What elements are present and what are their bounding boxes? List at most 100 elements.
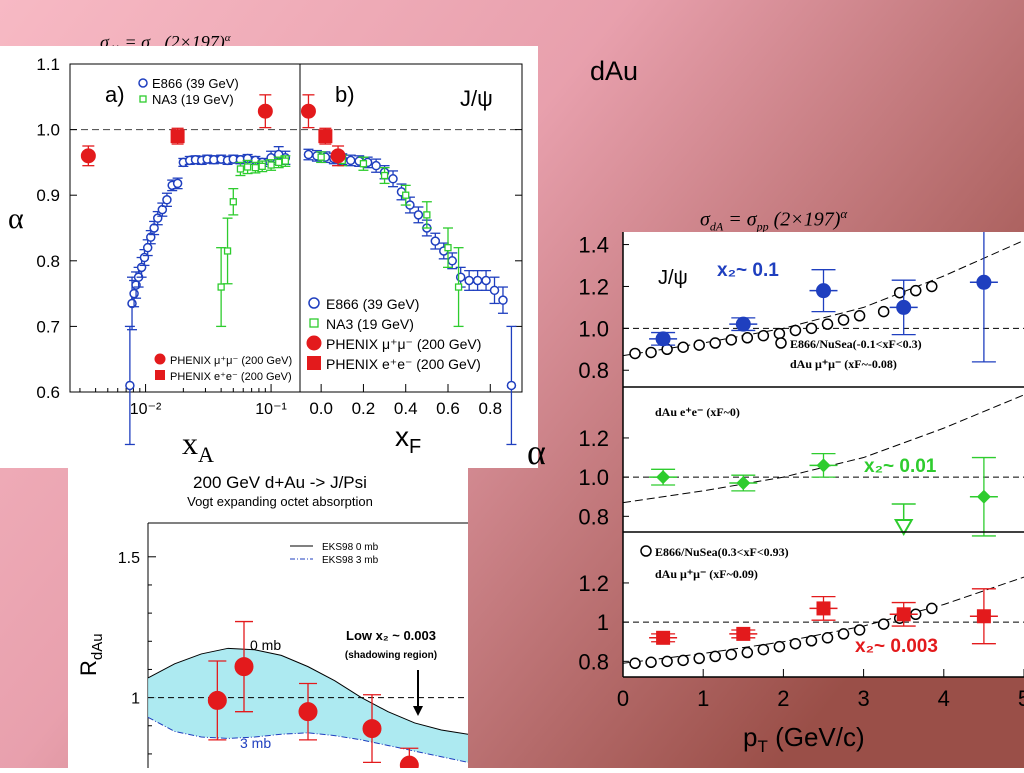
e866-point [926, 602, 938, 615]
data-point [464, 275, 474, 286]
legend-marker [306, 335, 322, 351]
data-point [656, 470, 671, 485]
alpha-vs-x-chart: 0.6 0.7 0.8 0.9 1.0 1.1 10⁻² 10⁻¹ 0.0 0.2 0.4 0.6 0.… [8, 55, 523, 467]
data-point [498, 295, 508, 305]
e866-point [789, 324, 802, 337]
e866-point [677, 654, 689, 667]
legend-text: E866 (39 GeV) [152, 76, 239, 91]
e866-point [853, 624, 866, 636]
y-tick-label: 1.2 [578, 426, 609, 451]
chart-title: 200 GeV d+Au -> J/Psi [193, 473, 367, 492]
data-point [317, 153, 325, 161]
y-tick-label: 1 [131, 691, 140, 708]
data-point [816, 601, 831, 616]
legend-text: dAu μ⁺μ⁻ (xF~0.09) [655, 567, 758, 581]
data-point [423, 211, 431, 219]
data-point [447, 256, 457, 266]
legend-marker [775, 337, 787, 349]
legend-text: NA3 (19 GeV) [326, 316, 414, 332]
e866-point [677, 341, 689, 353]
x-tick-label: 0.4 [394, 399, 418, 418]
y-tick-label: 1.1 [36, 55, 60, 74]
data-point [896, 607, 911, 622]
y-tick-label: 1.5 [118, 550, 140, 567]
y-tick-label: 1.0 [578, 465, 609, 490]
data-point [298, 702, 318, 722]
y-tick-label: 0.7 [36, 317, 60, 336]
data-point [236, 165, 245, 173]
data-point [234, 657, 254, 677]
y-axis-label: α [8, 202, 24, 235]
e866-point [725, 648, 738, 661]
data-point [454, 283, 463, 291]
data-point [318, 129, 333, 144]
e866-point [661, 655, 673, 668]
data-point [345, 155, 356, 166]
e866-point [757, 643, 770, 656]
data-point [656, 630, 671, 645]
x-axis-label-sub: F [409, 436, 421, 458]
data-point [371, 160, 381, 171]
y-tick-label: 1 [597, 610, 609, 635]
e866-point [741, 646, 754, 659]
e866-point [853, 310, 866, 322]
e866-point [837, 628, 850, 640]
x-tick-label: 3 [857, 686, 869, 711]
data-point [275, 158, 283, 167]
e866-point [741, 332, 754, 344]
e866-point [693, 652, 705, 665]
x-tick-label: 10⁻¹ [255, 401, 287, 418]
annotation-low-x2: Low x₂ ~ 0.003 [346, 628, 436, 643]
e866-point [629, 347, 641, 360]
legend-text: E866/NuSea(0.3<xF<0.93) [655, 545, 789, 559]
data-point [362, 719, 382, 739]
data-point [430, 236, 441, 246]
data-point [359, 160, 368, 168]
data-point [736, 476, 751, 491]
fit-curve [622, 394, 1024, 504]
data-point [303, 149, 314, 160]
y-tick-label: 0.8 [578, 649, 609, 674]
data-point [152, 213, 163, 223]
legend-text: dAu μ⁺μ⁻ (xF~-0.08) [790, 357, 897, 371]
y-tick-label: 1.2 [578, 274, 609, 299]
x-tick-label: 0 [617, 686, 629, 711]
rdau-figure: 200 GeV d+Au -> J/Psi Vogt expanding octe… [68, 468, 469, 773]
legend-text: E866 (39 GeV) [326, 296, 419, 312]
data-point [380, 171, 389, 180]
legend-marker [640, 545, 652, 557]
data-point [736, 626, 751, 641]
legend-marker [308, 297, 320, 309]
data-point [267, 161, 275, 169]
plot-frame [69, 63, 523, 393]
alpha-vs-x-figure: 0.6 0.7 0.8 0.9 1.0 1.1 10⁻² 10⁻¹ 0.0 0.2 0.4 0.6 0.… [0, 46, 538, 468]
slide-title: dAu [590, 56, 639, 86]
formula-right: σdA = σpp (2×197)α [700, 206, 848, 234]
data-point [444, 244, 452, 252]
y-tick-label: 0.6 [36, 383, 60, 402]
legend-marker [139, 95, 147, 103]
data-point [257, 103, 273, 119]
data-point [258, 162, 266, 170]
data-point [149, 223, 159, 233]
e866-point [645, 346, 657, 359]
legend-text: PHENIX e⁺e⁻ (200 GeV) [326, 356, 481, 372]
e866-point [645, 656, 657, 669]
data-point [129, 288, 139, 299]
jpsi-label: J/ψ [658, 267, 688, 289]
y-tick-label: 0.9 [36, 186, 60, 205]
y-tick-label: 0.8 [578, 358, 609, 383]
legend-text: PHENIX e⁺e⁻ (200 GeV) [170, 371, 292, 383]
legend-text: PHENIX μ⁺μ⁻ (200 GeV) [170, 355, 292, 367]
alpha-vs-pt-chart: 0.8 1.0 1.2 1.4 0.8 1.0 1.2 0.8 1 1.2 J/ψ x₂~ 0.1 E8… [527, 202, 1024, 756]
data-point [976, 274, 992, 290]
legend-text: E866/NuSea(-0.1<xF<0.3) [790, 337, 922, 351]
x-tick-label: 5 [1018, 686, 1024, 711]
e866-point [877, 618, 890, 630]
data-point [489, 285, 500, 296]
data-point [281, 157, 290, 165]
annotation-shadowing: (shadowing region) [345, 650, 437, 661]
data-point [816, 283, 831, 299]
e866-point [629, 657, 641, 670]
legend-text: EKS98 3 mb [322, 555, 379, 566]
